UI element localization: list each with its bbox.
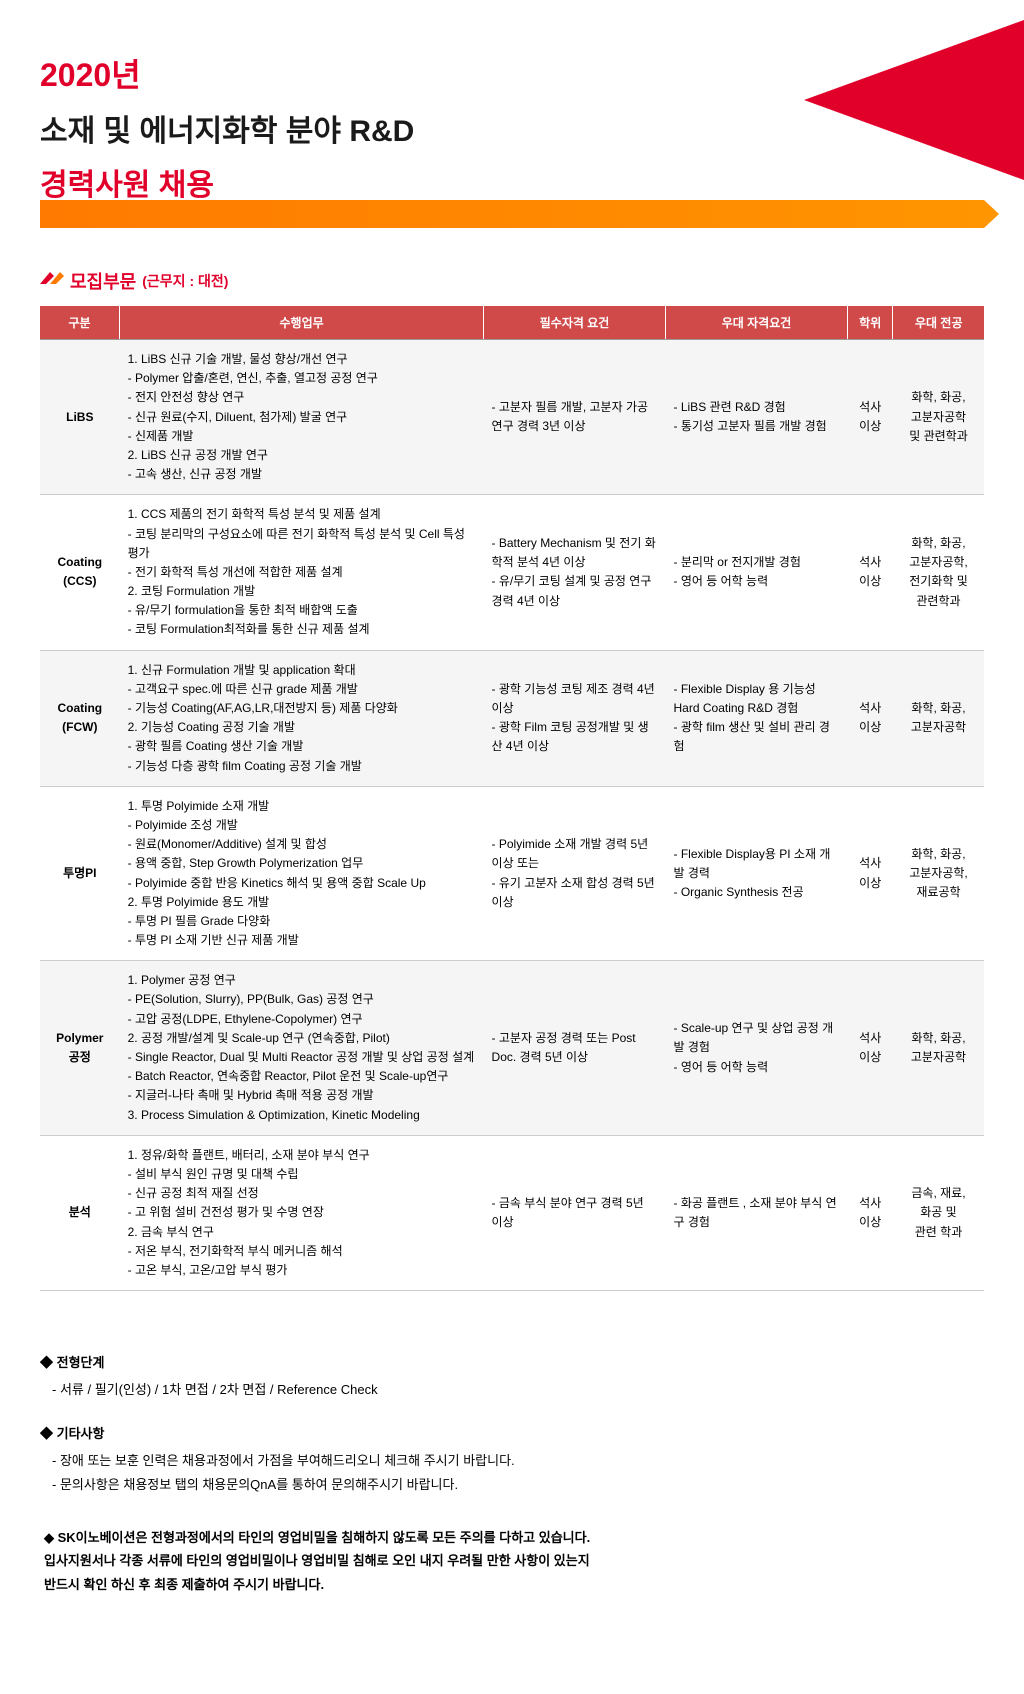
- cell-duties: 1. 투명 Polyimide 소재 개발 - Polyimide 조성 개발 …: [120, 786, 484, 961]
- cell-required: - Battery Mechanism 및 전기 화학적 분석 4년 이상 - …: [484, 495, 666, 650]
- cell-degree: 석사 이상: [847, 786, 892, 961]
- cell-major: 화학, 화공, 고분자공학, 재료공학: [893, 786, 984, 961]
- table-row: 분석1. 정유/화학 플랜트, 배터리, 소재 분야 부식 연구 - 설비 부식…: [40, 1135, 984, 1290]
- col-header-major: 우대 전공: [893, 306, 984, 340]
- decorative-orange-bar: [40, 200, 984, 228]
- cell-required: - 금속 부식 분야 연구 경력 5년 이상: [484, 1135, 666, 1290]
- cell-required: - 광학 기능성 코팅 제조 경력 4년 이상 - 광학 Film 코팅 공정개…: [484, 650, 666, 786]
- other-heading: ◆ 기타사항: [40, 1422, 984, 1445]
- process-text: - 서류 / 필기(인성) / 1차 면접 / 2차 면접 / Referenc…: [40, 1378, 984, 1401]
- col-header-duties: 수행업무: [120, 306, 484, 340]
- decorative-triangle: [804, 20, 1024, 180]
- cell-required: - 고분자 필름 개발, 고분자 가공 연구 경력 3년 이상: [484, 340, 666, 495]
- cell-preferred: - Flexible Display용 PI 소재 개발 경력 - Organi…: [666, 786, 848, 961]
- cell-degree: 석사 이상: [847, 495, 892, 650]
- footer-note: ◆ SK이노베이션은 전형과정에서의 타인의 영업비밀을 침해하지 않도록 모든…: [40, 1526, 984, 1596]
- cell-preferred: - 화공 플랜트 , 소재 분야 부식 연구 경험: [666, 1135, 848, 1290]
- cell-degree: 석사 이상: [847, 1135, 892, 1290]
- cell-required: - Polyimide 소재 개발 경력 5년 이상 또는 - 유기 고분자 소…: [484, 786, 666, 961]
- footer: ◆ 전형단계 - 서류 / 필기(인성) / 1차 면접 / 2차 면접 / R…: [0, 1291, 1024, 1656]
- cell-category: Polymer 공정: [40, 961, 120, 1136]
- table-row: 투명PI1. 투명 Polyimide 소재 개발 - Polyimide 조성…: [40, 786, 984, 961]
- cell-degree: 석사 이상: [847, 650, 892, 786]
- cell-category: LiBS: [40, 340, 120, 495]
- cell-duties: 1. CCS 제품의 전기 화학적 특성 분석 및 제품 설계 - 코팅 분리막…: [120, 495, 484, 650]
- cell-duties: 1. Polymer 공정 연구 - PE(Solution, Slurry),…: [120, 961, 484, 1136]
- other-text2: - 문의사항은 채용정보 탭의 채용문의QnA를 통하여 문의해주시기 바랍니다…: [40, 1473, 984, 1496]
- cell-major: 금속, 재료, 화공 및 관련 학과: [893, 1135, 984, 1290]
- cell-preferred: - 분리막 or 전지개발 경험 - 영어 등 어학 능력: [666, 495, 848, 650]
- cell-degree: 석사 이상: [847, 961, 892, 1136]
- cell-degree: 석사 이상: [847, 340, 892, 495]
- recruitment-table: 구분 수행업무 필수자격 요건 우대 자격요건 학위 우대 전공 LiBS1. …: [40, 306, 984, 1291]
- header: 2020년 소재 및 에너지화학 분야 R&D 경력사원 채용: [0, 0, 1024, 200]
- col-header-preferred: 우대 자격요건: [666, 306, 848, 340]
- section-title-text: 모집부문: [70, 268, 136, 294]
- cell-category: 분석: [40, 1135, 120, 1290]
- table-header-row: 구분 수행업무 필수자격 요건 우대 자격요건 학위 우대 전공: [40, 306, 984, 340]
- cell-preferred: - Scale-up 연구 및 상업 공정 개발 경험 - 영어 등 어학 능력: [666, 961, 848, 1136]
- cell-category: Coating (FCW): [40, 650, 120, 786]
- table-row: Coating (FCW)1. 신규 Formulation 개발 및 appl…: [40, 650, 984, 786]
- other-text1: - 장애 또는 보훈 인력은 채용과정에서 가점을 부여해드리오니 체크해 주시…: [40, 1449, 984, 1472]
- cell-duties: 1. LiBS 신규 기술 개발, 물성 향상/개선 연구 - Polymer …: [120, 340, 484, 495]
- cell-category: 투명PI: [40, 786, 120, 961]
- cell-preferred: - Flexible Display 용 기능성 Hard Coating R&…: [666, 650, 848, 786]
- cell-major: 화학, 화공, 고분자공학: [893, 961, 984, 1136]
- cell-required: - 고분자 공정 경력 또는 Post Doc. 경력 5년 이상: [484, 961, 666, 1136]
- cell-major: 화학, 화공, 고분자공학: [893, 650, 984, 786]
- cell-major: 화학, 화공, 고분자공학, 전기화학 및 관련학과: [893, 495, 984, 650]
- cell-preferred: - LiBS 관련 R&D 경험 - 통기성 고분자 필름 개발 경험: [666, 340, 848, 495]
- table-row: LiBS1. LiBS 신규 기술 개발, 물성 향상/개선 연구 - Poly…: [40, 340, 984, 495]
- table-row: Polymer 공정1. Polymer 공정 연구 - PE(Solution…: [40, 961, 984, 1136]
- sk-wing-icon: [40, 270, 64, 293]
- cell-duties: 1. 정유/화학 플랜트, 배터리, 소재 분야 부식 연구 - 설비 부식 원…: [120, 1135, 484, 1290]
- col-header-category: 구분: [40, 306, 120, 340]
- cell-duties: 1. 신규 Formulation 개발 및 application 확대 - …: [120, 650, 484, 786]
- section-title: 모집부문 (근무지 : 대전): [0, 258, 1024, 306]
- cell-major: 화학, 화공, 고분자공학 및 관련학과: [893, 340, 984, 495]
- col-header-required: 필수자격 요건: [484, 306, 666, 340]
- col-header-degree: 학위: [847, 306, 892, 340]
- process-heading: ◆ 전형단계: [40, 1351, 984, 1374]
- section-subtitle-text: (근무지 : 대전): [142, 271, 228, 291]
- table-row: Coating (CCS)1. CCS 제품의 전기 화학적 특성 분석 및 제…: [40, 495, 984, 650]
- cell-category: Coating (CCS): [40, 495, 120, 650]
